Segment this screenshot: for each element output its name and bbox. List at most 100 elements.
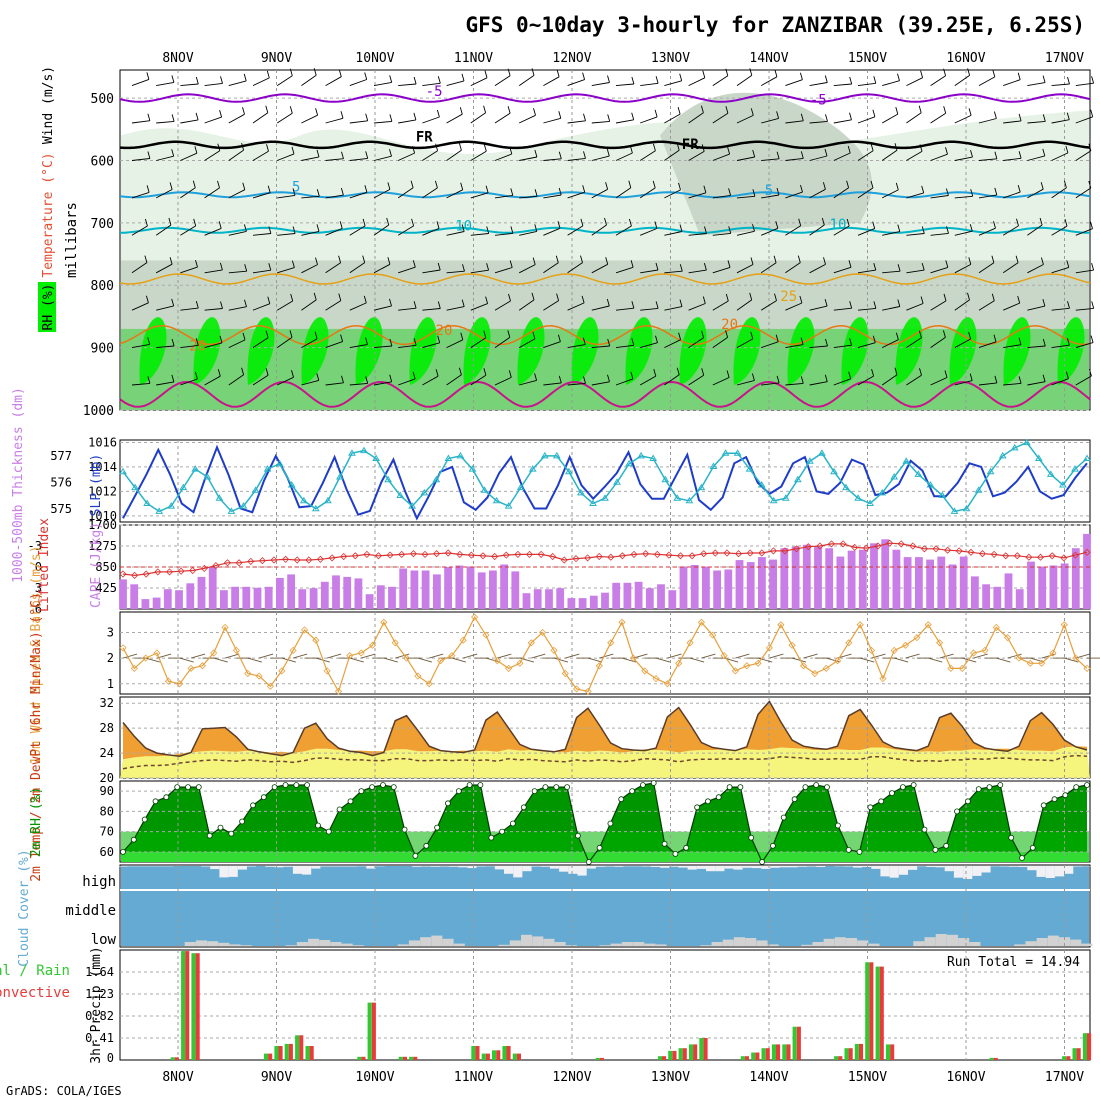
rain-bar	[657, 1056, 662, 1060]
rh-point	[943, 842, 950, 849]
contour-label: 20	[189, 339, 206, 355]
li-point	[131, 571, 139, 579]
cape-bar	[623, 582, 632, 609]
thickness-point	[806, 457, 814, 464]
li-point	[119, 570, 127, 578]
wind-barb-flag	[507, 68, 511, 76]
wind-legend-label: Wind (m/s)	[41, 66, 56, 144]
high-cloud-gap	[871, 866, 881, 869]
high-cloud-gap	[944, 866, 954, 872]
rain-bar	[792, 1026, 797, 1060]
wind-barb	[325, 76, 342, 86]
wind-barb-flag	[1063, 180, 1067, 188]
thickness-point	[866, 499, 874, 506]
wind-barb-flag	[1018, 337, 1022, 345]
high-cloud-gap	[1073, 866, 1083, 867]
wind-barb	[591, 188, 608, 199]
low-cloud-bar	[1036, 938, 1048, 946]
rh-point	[1073, 784, 1080, 790]
li-point	[886, 539, 894, 547]
wind-barb	[591, 224, 607, 236]
wind-barb-flag	[510, 226, 514, 234]
wind-barb-flag	[171, 114, 175, 122]
rain-bar	[854, 1043, 859, 1060]
wind-barb-flag	[531, 292, 535, 301]
li-point	[537, 550, 545, 558]
li-point	[967, 548, 975, 556]
wind-barb	[688, 337, 704, 348]
wind-barb-flag	[146, 185, 150, 193]
low-cloud-bar	[308, 938, 320, 946]
rh-point	[650, 780, 657, 786]
thickness-point	[577, 488, 585, 496]
wind-barb-flag	[1088, 368, 1092, 377]
wind-barb	[736, 156, 755, 161]
wind-barb	[615, 225, 632, 236]
wind-speed-point	[300, 626, 309, 634]
wind-barb	[954, 264, 972, 274]
wind-barb-flag	[410, 180, 414, 188]
wind-barb-flag	[389, 374, 393, 382]
wind-barb-flag	[750, 331, 754, 340]
wind-barb	[131, 382, 150, 386]
thickness-point	[637, 451, 645, 459]
wind-barb-flag	[147, 376, 151, 384]
wind-barb-flag	[678, 182, 681, 191]
wind-barb-flag	[290, 293, 294, 302]
convective-bar	[693, 1044, 698, 1060]
wind-barb-flag	[822, 182, 826, 190]
wind-barb-flag	[168, 217, 172, 226]
wind-barb	[615, 83, 634, 87]
contour-label: 20	[436, 323, 453, 339]
low-cloud-bar	[420, 937, 432, 946]
rh-point	[271, 784, 278, 790]
temp-tick-label: 20	[100, 771, 114, 785]
rain-bar	[492, 1050, 497, 1060]
li-point	[665, 551, 673, 559]
wind-barb-flag	[169, 257, 173, 265]
rh-legend-label: RH (%)	[41, 284, 56, 331]
thickness-point	[408, 502, 417, 509]
rh-shading-saturated	[679, 317, 707, 386]
wind-speed-point	[970, 649, 978, 657]
wind-barb	[567, 344, 586, 349]
cape-bar	[881, 539, 890, 609]
li-point	[874, 542, 882, 550]
wind-barb	[228, 230, 247, 236]
wind-tick-label: 3	[107, 626, 114, 640]
wind-barb	[494, 376, 512, 386]
cape-bar	[399, 568, 408, 609]
high-cloud-gap	[1054, 866, 1065, 877]
wind-barb	[761, 117, 779, 124]
thickness-point	[480, 486, 489, 493]
wind-barb	[664, 189, 681, 199]
thickness-point	[516, 483, 525, 491]
rain-bar	[751, 1052, 756, 1060]
wind-speed-point	[595, 662, 603, 670]
wind-barb-10m	[1030, 657, 1045, 663]
rh-point	[239, 818, 246, 825]
wind-barb	[882, 231, 900, 236]
wind-barb	[736, 230, 755, 236]
wind-barb	[1027, 155, 1045, 161]
convective-bar	[371, 1002, 376, 1060]
wind-barb-10m	[769, 653, 784, 659]
isotherm-freezing	[119, 140, 1091, 150]
convective-bar	[744, 1056, 749, 1060]
cape-bar	[612, 582, 621, 609]
wind-barb	[664, 149, 680, 161]
wind-barb-flag	[244, 264, 248, 272]
cape-bar	[713, 570, 721, 609]
rain-bar	[740, 1056, 745, 1060]
thickness-point	[432, 475, 441, 483]
wind-speed-point	[221, 623, 229, 631]
convective-bar	[755, 1052, 760, 1060]
wind-barb	[301, 299, 317, 311]
wind-barb	[349, 225, 366, 236]
thickness-point	[721, 449, 730, 456]
precip-tick-label: 0.82	[85, 1009, 114, 1023]
wind-barb	[349, 344, 368, 349]
wind-barb-flag	[1015, 255, 1019, 263]
wind-barb	[906, 77, 923, 87]
